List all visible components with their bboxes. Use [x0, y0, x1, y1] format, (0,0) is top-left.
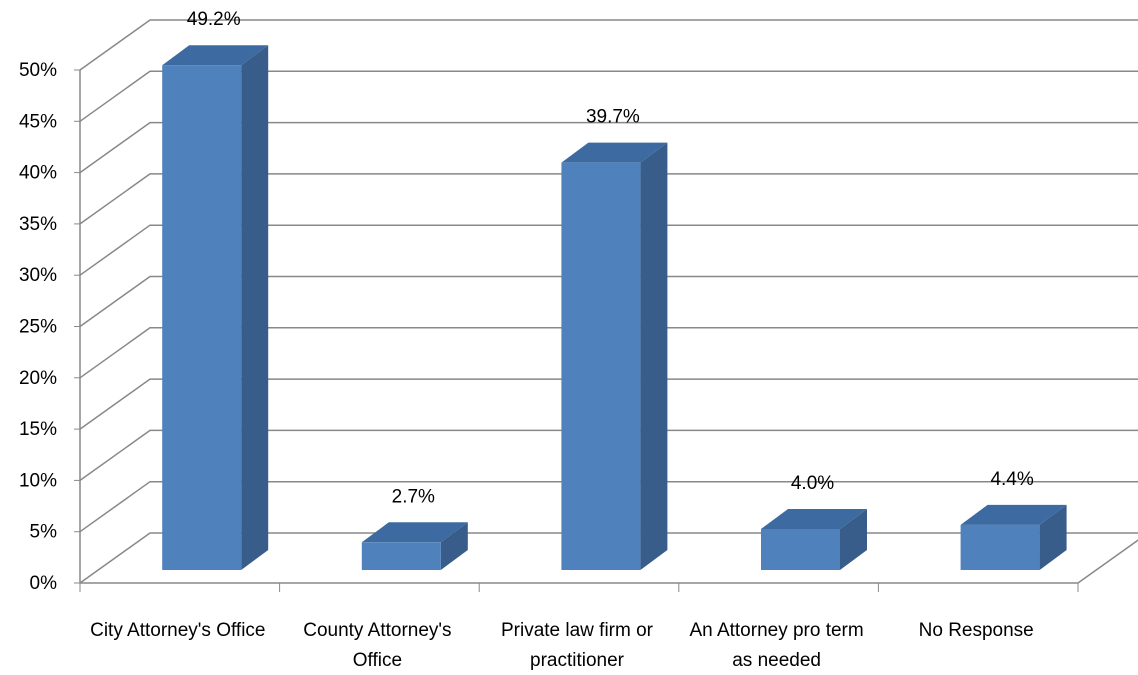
x-tick-label: No Response	[918, 620, 1034, 641]
grid-line	[79, 480, 1138, 533]
bar	[960, 524, 1040, 570]
grid-line	[79, 70, 1138, 122]
y-tick-label: 5%	[30, 522, 58, 543]
grid-line	[79, 275, 1138, 328]
bar-side	[440, 522, 468, 570]
grid-line	[79, 224, 1138, 276]
y-tick-label: 10%	[19, 470, 57, 491]
y-tick-label: 35%	[19, 214, 57, 235]
y-tick-label: 30%	[19, 265, 57, 286]
bar-side	[1039, 504, 1067, 570]
value-label: 4.4%	[990, 469, 1033, 490]
grid-line	[79, 19, 1138, 71]
y-tick-label: 0%	[30, 573, 58, 594]
bar	[162, 65, 242, 570]
x-tick-label: City Attorney's Office	[90, 620, 266, 641]
x-tick-label: Private law firm or practitioner	[500, 620, 654, 671]
y-tick-label: 40%	[19, 163, 57, 184]
bar-side	[640, 142, 668, 571]
bar-side	[840, 508, 867, 570]
y-tick-label: 25%	[19, 317, 57, 338]
y-tick-label: 15%	[19, 419, 57, 440]
bar-top	[960, 504, 1067, 525]
grid-line	[79, 173, 1138, 225]
grid-line	[79, 378, 1138, 430]
grid-line	[79, 327, 1138, 379]
value-label: 4.0%	[791, 473, 834, 494]
bar-top	[761, 508, 867, 529]
bar	[761, 528, 840, 570]
value-label: 2.7%	[392, 486, 435, 507]
bar	[361, 542, 441, 570]
bar-side	[241, 45, 269, 570]
bar-top	[361, 522, 468, 543]
bar	[561, 162, 641, 571]
y-tick-label: 50%	[19, 60, 57, 81]
value-label: 49.2%	[187, 9, 241, 30]
grid-line	[79, 121, 1138, 174]
bar-top	[561, 142, 668, 163]
bar-top	[162, 45, 269, 66]
x-tick-label: County Attorney's Office	[303, 620, 452, 671]
value-label: 39.7%	[586, 107, 640, 128]
grid-line	[79, 429, 1138, 482]
y-tick-label: 45%	[19, 111, 57, 132]
x-tick-label: An Attorney pro term as needed	[689, 620, 864, 671]
y-tick-label: 20%	[19, 368, 57, 389]
